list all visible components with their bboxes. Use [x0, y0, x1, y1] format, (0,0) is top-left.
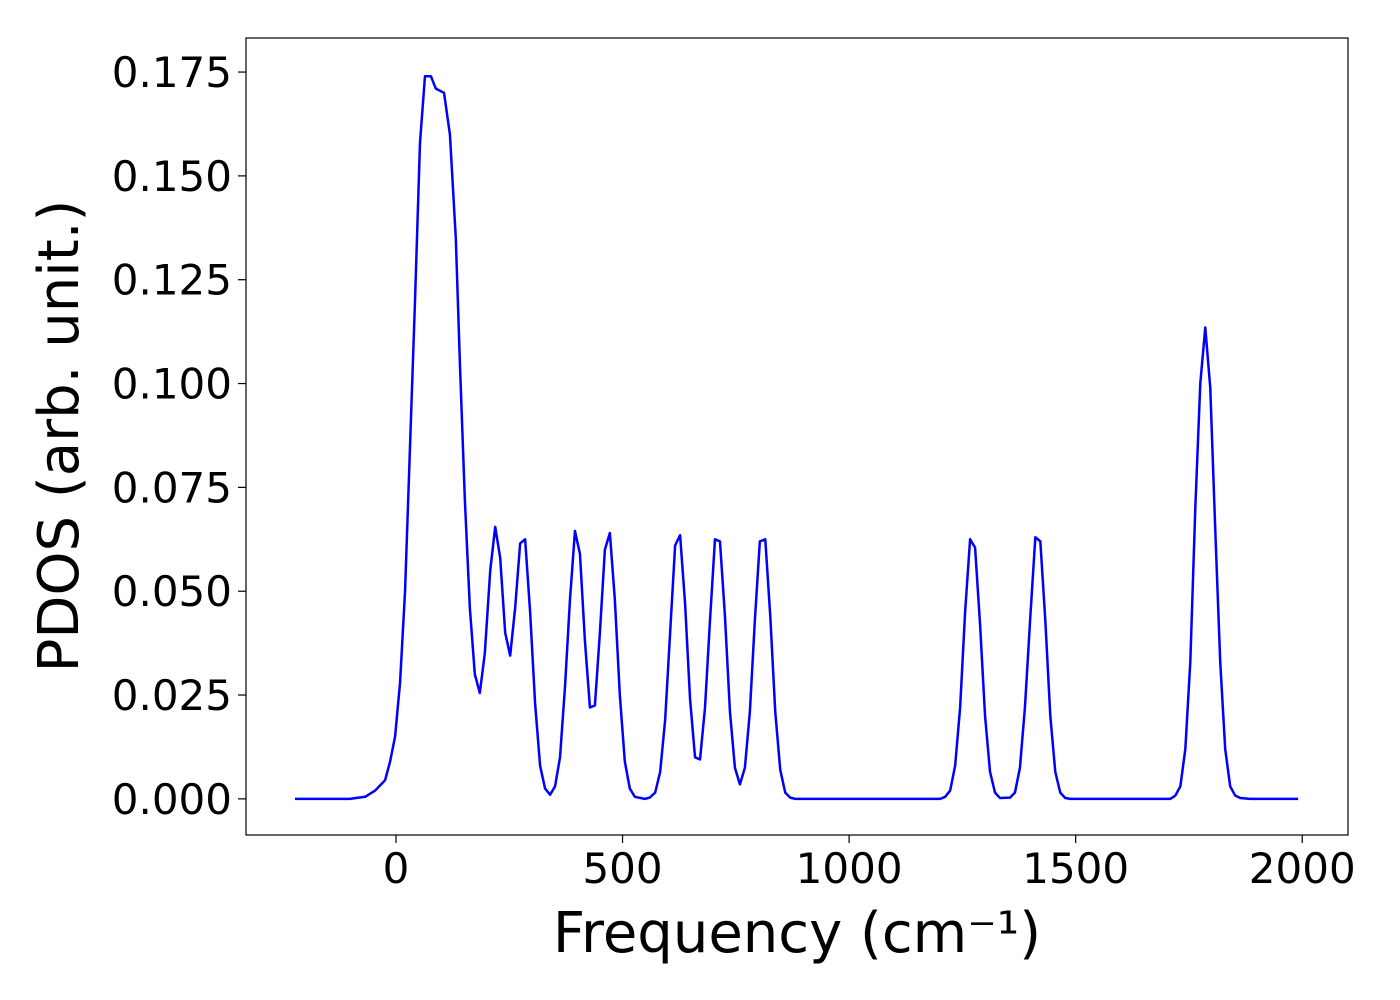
y-tick-label: 0.025 — [112, 671, 232, 720]
x-tick-label: 1500 — [1022, 844, 1129, 893]
y-tick-label: 0.000 — [112, 775, 232, 824]
y-tick-label: 0.075 — [112, 463, 232, 512]
plot-frame — [245, 37, 1349, 836]
x-tick-label: 2000 — [1249, 844, 1356, 893]
x-tick-label: 500 — [582, 844, 662, 893]
y-tick-label: 0.150 — [112, 152, 232, 201]
y-tick-label: 0.125 — [112, 256, 232, 305]
x-tick-label: 1000 — [796, 844, 903, 893]
y-tick-label: 0.100 — [112, 360, 232, 409]
y-tick-label: 0.050 — [112, 567, 232, 616]
y-axis-label: PDOS (arb. unit.) — [27, 200, 92, 673]
pdos-line — [294, 74, 1299, 801]
y-tick-label: 0.175 — [112, 48, 232, 97]
x-tick-label: 0 — [383, 844, 410, 893]
x-axis-label: Frequency (cm⁻¹) — [553, 901, 1041, 966]
